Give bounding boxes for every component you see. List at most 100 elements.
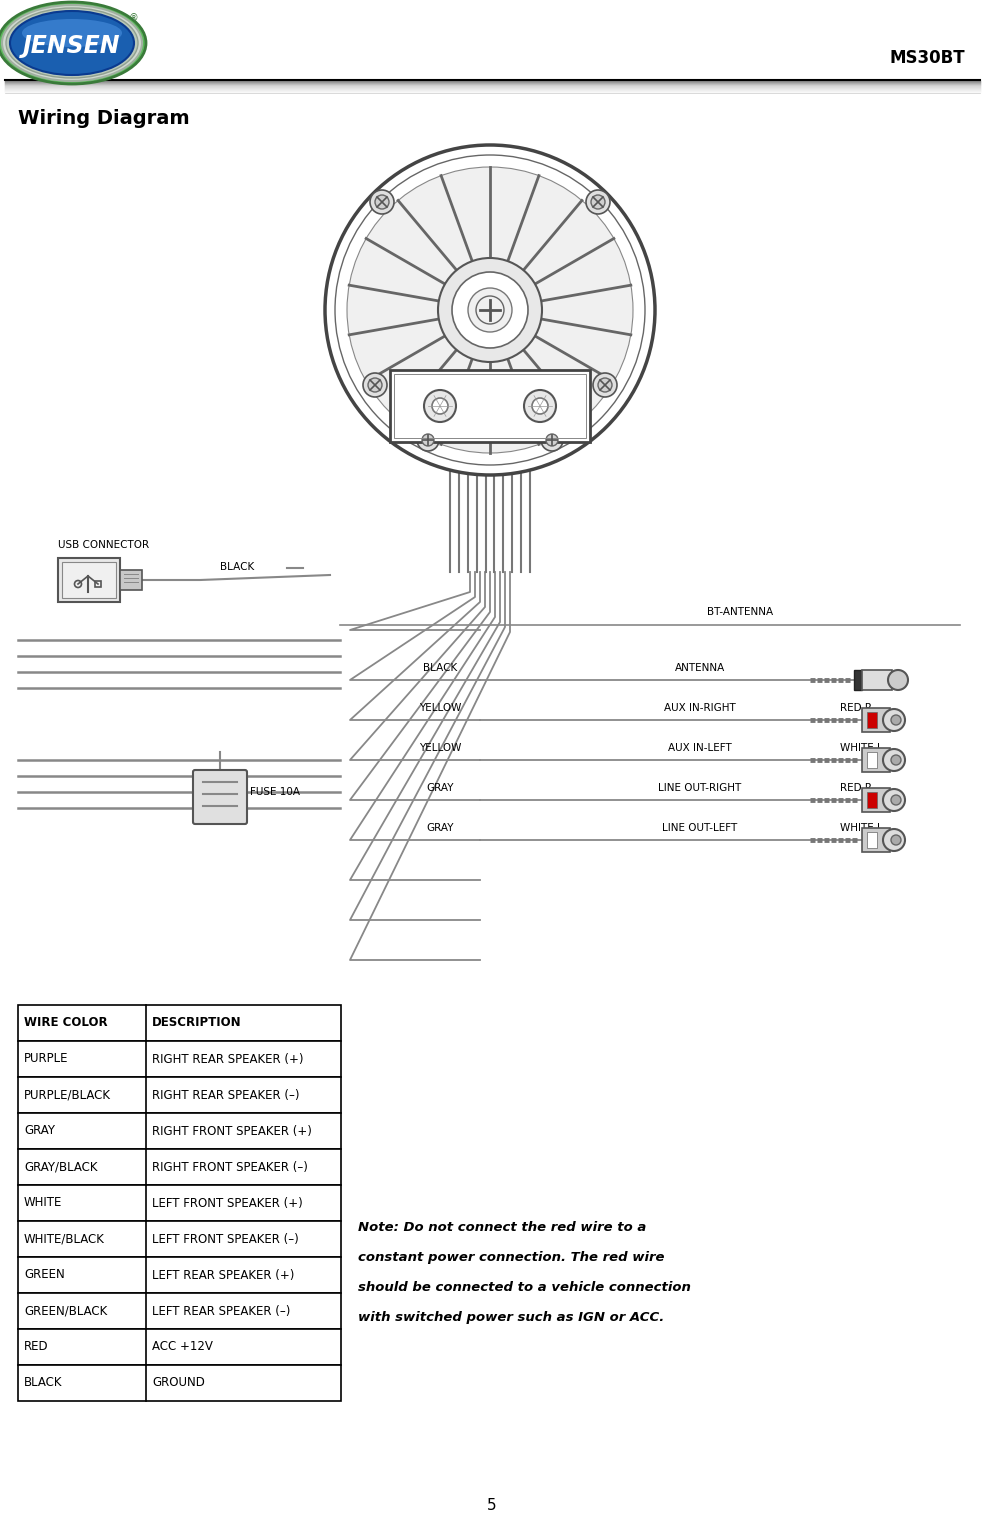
Text: BLACK: BLACK	[423, 662, 457, 673]
Text: YELLOW: YELLOW	[419, 702, 461, 713]
Circle shape	[888, 670, 908, 690]
Bar	[18, 1005, 341, 1040]
Circle shape	[883, 789, 905, 811]
Bar	[390, 370, 590, 442]
Ellipse shape	[0, 2, 146, 84]
Text: RED R: RED R	[840, 702, 872, 713]
Circle shape	[591, 194, 605, 210]
Text: AUX IN-RIGHT: AUX IN-RIGHT	[664, 702, 736, 713]
Circle shape	[891, 754, 901, 765]
FancyBboxPatch shape	[193, 770, 247, 825]
Text: GRAY: GRAY	[427, 783, 454, 793]
Ellipse shape	[10, 11, 134, 75]
Text: with switched power such as IGN or ACC.: with switched power such as IGN or ACC.	[358, 1311, 664, 1323]
Bar	[18, 1077, 341, 1112]
Text: PURPLE: PURPLE	[24, 1053, 69, 1065]
Bar	[867, 832, 877, 848]
Text: ACC +12V: ACC +12V	[152, 1340, 213, 1354]
Bar	[541, 370, 549, 441]
Text: BLACK: BLACK	[220, 562, 254, 572]
Text: RED R: RED R	[840, 783, 872, 793]
Circle shape	[524, 390, 556, 422]
Bar	[447, 370, 455, 441]
Text: BT-ANTENNA: BT-ANTENNA	[707, 607, 773, 617]
Text: Wiring Diagram: Wiring Diagram	[18, 109, 190, 127]
Bar	[478, 370, 487, 441]
Text: ANTENNA: ANTENNA	[675, 662, 725, 673]
Text: GREEN/BLACK: GREEN/BLACK	[24, 1305, 107, 1317]
Bar	[462, 370, 471, 441]
Text: GREEN: GREEN	[24, 1268, 65, 1282]
Circle shape	[541, 428, 563, 451]
Circle shape	[422, 435, 434, 447]
Text: WHITE L: WHITE L	[840, 744, 883, 753]
Circle shape	[335, 155, 645, 465]
Circle shape	[363, 373, 387, 396]
Text: Note: Do not connect the red wire to a: Note: Do not connect the red wire to a	[358, 1221, 646, 1235]
Text: RIGHT FRONT SPEAKER (+): RIGHT FRONT SPEAKER (+)	[152, 1125, 312, 1137]
Bar	[525, 370, 533, 441]
Text: FUSE 10A: FUSE 10A	[250, 786, 300, 797]
Circle shape	[883, 829, 905, 851]
Text: LEFT REAR SPEAKER (–): LEFT REAR SPEAKER (–)	[152, 1305, 291, 1317]
Circle shape	[370, 190, 394, 214]
Bar	[394, 373, 586, 438]
Circle shape	[883, 750, 905, 771]
Bar	[95, 581, 101, 588]
Circle shape	[417, 428, 439, 451]
Bar	[18, 1365, 341, 1401]
Circle shape	[891, 835, 901, 845]
Bar	[867, 711, 877, 728]
Circle shape	[438, 259, 542, 363]
Circle shape	[586, 190, 610, 214]
Bar	[509, 370, 517, 441]
Bar	[862, 748, 890, 773]
Bar	[120, 571, 142, 591]
Bar	[854, 670, 862, 690]
Bar	[18, 1149, 341, 1186]
Text: DESCRIPTION: DESCRIPTION	[152, 1016, 241, 1030]
Circle shape	[347, 167, 633, 453]
Circle shape	[593, 373, 617, 396]
Text: YELLOW: YELLOW	[419, 744, 461, 753]
Text: WHITE L: WHITE L	[840, 823, 883, 832]
Text: JENSEN: JENSEN	[24, 34, 121, 58]
Text: WIRE COLOR: WIRE COLOR	[24, 1016, 107, 1030]
Bar	[18, 1112, 341, 1149]
Ellipse shape	[22, 18, 122, 47]
Text: GRAY: GRAY	[24, 1125, 55, 1137]
Text: RIGHT REAR SPEAKER (–): RIGHT REAR SPEAKER (–)	[152, 1088, 299, 1102]
Circle shape	[468, 288, 512, 332]
Bar	[18, 1040, 341, 1077]
Circle shape	[891, 715, 901, 725]
Bar	[18, 1293, 341, 1330]
Bar	[18, 1258, 341, 1293]
Circle shape	[368, 378, 382, 392]
Circle shape	[375, 194, 389, 210]
Bar	[18, 1330, 341, 1365]
Text: MS30BT: MS30BT	[889, 49, 965, 67]
Bar	[862, 708, 890, 731]
Bar	[431, 370, 439, 441]
Text: ®: ®	[129, 12, 139, 23]
Text: should be connected to a vehicle connection: should be connected to a vehicle connect…	[358, 1281, 690, 1294]
Text: RIGHT FRONT SPEAKER (–): RIGHT FRONT SPEAKER (–)	[152, 1160, 308, 1174]
Circle shape	[432, 398, 448, 415]
Bar	[862, 788, 890, 812]
Text: GRAY: GRAY	[427, 823, 454, 832]
Circle shape	[883, 708, 905, 731]
Text: USB CONNECTOR: USB CONNECTOR	[58, 540, 149, 549]
Text: RED: RED	[24, 1340, 48, 1354]
Text: 5: 5	[488, 1498, 496, 1513]
Circle shape	[546, 435, 558, 447]
Text: WHITE: WHITE	[24, 1196, 62, 1210]
Text: LEFT REAR SPEAKER (+): LEFT REAR SPEAKER (+)	[152, 1268, 295, 1282]
Circle shape	[452, 272, 528, 347]
Bar	[62, 562, 116, 598]
Text: LEFT FRONT SPEAKER (–): LEFT FRONT SPEAKER (–)	[152, 1233, 298, 1245]
Circle shape	[532, 398, 548, 415]
Text: constant power connection. The red wire: constant power connection. The red wire	[358, 1252, 665, 1264]
Bar	[862, 670, 892, 690]
Circle shape	[325, 145, 655, 474]
Text: LINE OUT-RIGHT: LINE OUT-RIGHT	[658, 783, 742, 793]
